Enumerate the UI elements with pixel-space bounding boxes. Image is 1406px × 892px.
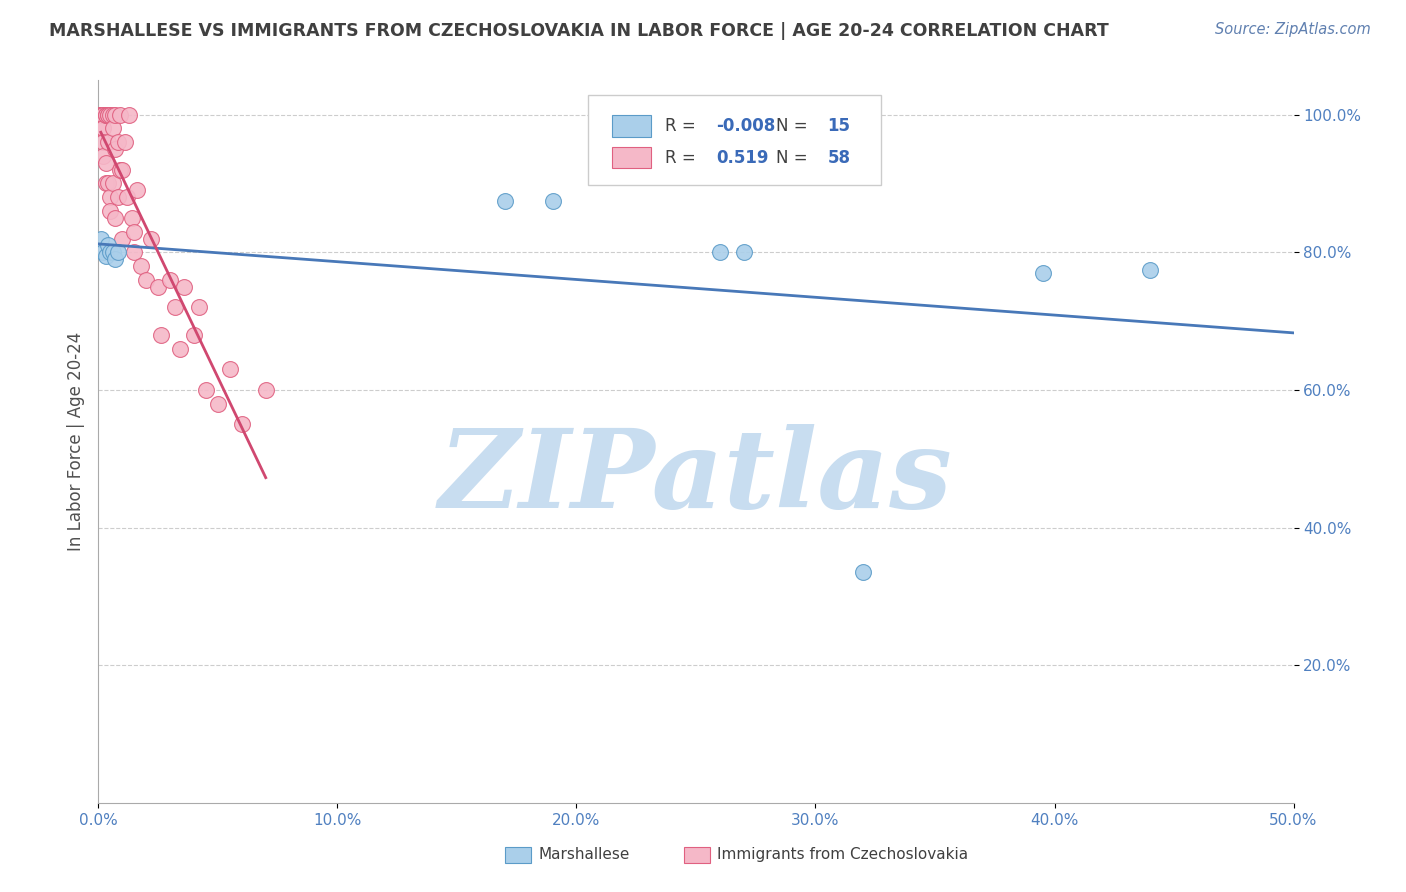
Point	[91, 108, 114, 122]
FancyBboxPatch shape	[613, 147, 651, 169]
Point	[125, 183, 148, 197]
Point	[91, 108, 114, 122]
Point	[173, 279, 195, 293]
Point	[135, 273, 157, 287]
Point	[149, 327, 172, 342]
Point	[107, 245, 129, 260]
Point	[183, 327, 205, 342]
Point	[91, 121, 114, 136]
Point	[104, 142, 127, 156]
Text: ZIPatlas: ZIPatlas	[439, 424, 953, 532]
Point	[94, 177, 117, 191]
Text: -0.008: -0.008	[716, 117, 776, 135]
Point	[98, 108, 122, 122]
Point	[90, 108, 112, 122]
Point	[124, 225, 146, 239]
Point	[231, 417, 253, 432]
Text: N =: N =	[776, 149, 813, 167]
Point	[163, 301, 186, 315]
Point	[139, 231, 162, 245]
Point	[104, 211, 127, 225]
FancyBboxPatch shape	[613, 115, 651, 136]
Point	[115, 190, 138, 204]
Point	[90, 108, 112, 122]
FancyBboxPatch shape	[505, 847, 531, 863]
Point	[541, 194, 564, 208]
Point	[169, 342, 191, 356]
Point	[114, 135, 136, 149]
Point	[91, 149, 114, 163]
Point	[104, 252, 127, 267]
Text: R =: R =	[665, 117, 702, 135]
Text: Immigrants from Czechoslovakia: Immigrants from Czechoslovakia	[717, 847, 969, 863]
Point	[94, 108, 117, 122]
Point	[97, 108, 120, 122]
Point	[207, 397, 229, 411]
Point	[111, 162, 134, 177]
Point	[709, 245, 731, 260]
Point	[97, 238, 120, 252]
Point	[852, 566, 875, 580]
FancyBboxPatch shape	[589, 95, 882, 185]
Point	[98, 204, 122, 219]
Point	[91, 135, 114, 149]
Point	[97, 177, 120, 191]
Point	[124, 245, 146, 260]
Point	[94, 156, 117, 170]
Point	[121, 211, 143, 225]
Point	[219, 362, 242, 376]
Text: N =: N =	[776, 117, 813, 135]
Text: Marshallese: Marshallese	[538, 847, 630, 863]
Point	[1032, 266, 1054, 280]
Y-axis label: In Labor Force | Age 20-24: In Labor Force | Age 20-24	[66, 332, 84, 551]
Point	[101, 245, 124, 260]
Point	[90, 108, 112, 122]
Text: R =: R =	[665, 149, 706, 167]
Point	[97, 108, 120, 122]
Point	[148, 279, 170, 293]
Point	[118, 108, 141, 122]
Point	[104, 108, 127, 122]
Point	[195, 383, 218, 397]
Text: MARSHALLESE VS IMMIGRANTS FROM CZECHOSLOVAKIA IN LABOR FORCE | AGE 20-24 CORRELA: MARSHALLESE VS IMMIGRANTS FROM CZECHOSLO…	[49, 22, 1109, 40]
Text: 58: 58	[827, 149, 851, 167]
FancyBboxPatch shape	[685, 847, 710, 863]
Point	[101, 108, 124, 122]
Point	[187, 301, 209, 315]
Point	[91, 108, 114, 122]
Point	[131, 259, 153, 273]
Point	[107, 190, 129, 204]
Point	[101, 177, 124, 191]
Point	[159, 273, 181, 287]
Point	[97, 135, 120, 149]
Point	[108, 108, 131, 122]
Point	[107, 135, 129, 149]
Point	[94, 249, 117, 263]
Point	[98, 245, 122, 260]
Point	[90, 108, 112, 122]
Point	[101, 121, 124, 136]
Text: 15: 15	[827, 117, 851, 135]
Text: 0.519: 0.519	[716, 149, 769, 167]
Point	[90, 231, 112, 245]
Point	[90, 121, 112, 136]
Point	[94, 108, 117, 122]
Point	[254, 383, 277, 397]
Text: Source: ZipAtlas.com: Source: ZipAtlas.com	[1215, 22, 1371, 37]
Point	[108, 162, 131, 177]
Point	[111, 231, 134, 245]
Point	[733, 245, 755, 260]
Point	[98, 190, 122, 204]
Point	[91, 245, 114, 260]
Point	[1139, 262, 1161, 277]
Point	[494, 194, 516, 208]
Point	[90, 108, 112, 122]
